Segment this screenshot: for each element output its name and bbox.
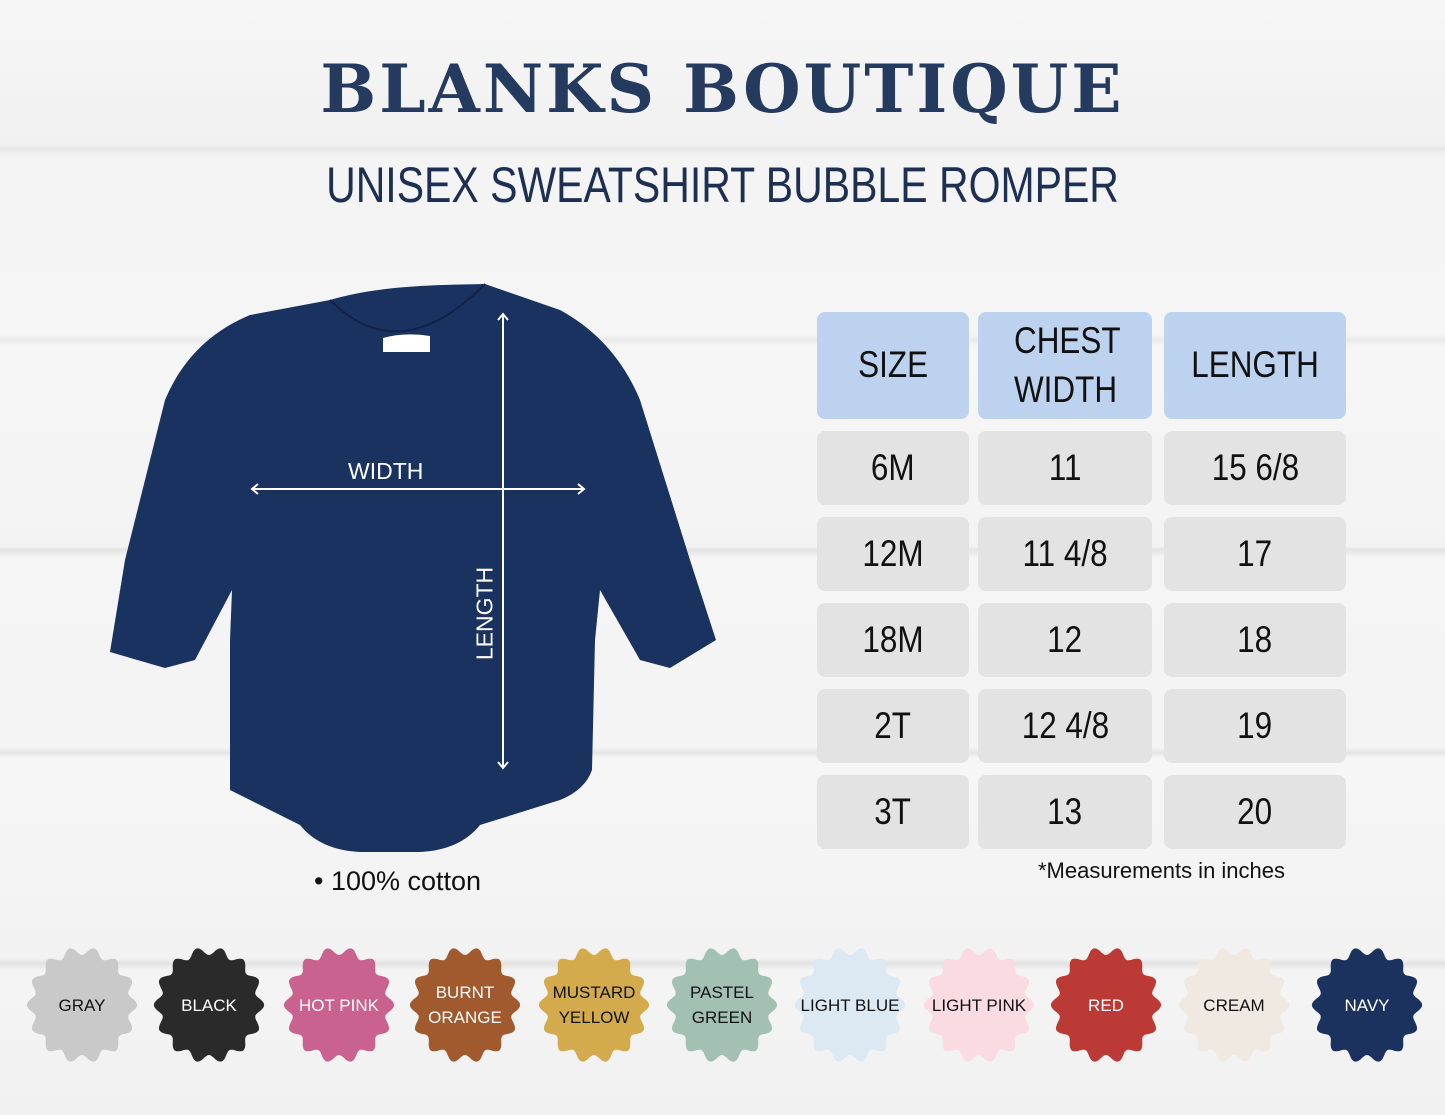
width-label: WIDTH <box>348 458 424 484</box>
color-swatch-label: BLACK <box>181 995 237 1015</box>
color-swatch-label: GRAY <box>58 995 106 1015</box>
cell-chest-width: 12 4/8 <box>978 689 1152 763</box>
cell-chest-width: 13 <box>978 775 1152 849</box>
cell-chest-width: 11 4/8 <box>978 517 1152 591</box>
color-swatch-light-blue: LIGHT BLUE <box>788 943 912 1067</box>
color-swatch-label: NAVY <box>1344 995 1390 1015</box>
header-length: LENGTH <box>1164 312 1346 419</box>
cell-chest-width: 11 <box>978 431 1152 505</box>
color-swatch-gray: GRAY <box>20 943 144 1067</box>
cell-size: 3T <box>817 775 969 849</box>
product-subtitle: UNISEX SWEATSHIRT BUBBLE ROMPER <box>326 157 1119 213</box>
color-swatch-label: RED <box>1088 995 1124 1015</box>
romper-illustration <box>110 283 716 852</box>
color-swatch-hot-pink: HOT PINK <box>277 943 401 1067</box>
length-label: LENGTH <box>471 566 498 661</box>
color-swatch-label: LIGHT PINK <box>931 995 1027 1015</box>
material-note: • 100% cotton <box>314 866 482 896</box>
cell-size: 12M <box>817 517 969 591</box>
header-size: SIZE <box>817 312 969 419</box>
cell-length: 15 6/8 <box>1164 431 1346 505</box>
color-swatch-red: RED <box>1044 943 1168 1067</box>
color-swatch-light-pink: LIGHT PINK <box>917 943 1041 1067</box>
color-swatch-navy: NAVY <box>1305 943 1429 1067</box>
color-swatch-label: CREAM <box>1203 995 1265 1015</box>
cell-size: 18M <box>817 603 969 677</box>
color-swatch-label: HOT PINK <box>299 995 379 1015</box>
color-swatch-cream: CREAM <box>1172 943 1296 1067</box>
romper-body <box>110 284 716 852</box>
measurement-note: *Measurements in inches <box>1038 858 1286 883</box>
color-swatch-label: LIGHT BLUE <box>800 995 900 1015</box>
color-swatch-pastel-green: PASTEL GREEN <box>660 943 784 1067</box>
color-swatch-label: BURNT ORANGE <box>428 983 502 1027</box>
cell-size: 2T <box>817 689 969 763</box>
color-swatch-label: MUSTARD YELLOW <box>552 983 636 1027</box>
cell-length: 17 <box>1164 517 1346 591</box>
color-swatch-black: BLACK <box>147 943 271 1067</box>
color-swatch-label: PASTEL GREEN <box>690 983 754 1027</box>
cell-chest-width: 12 <box>978 603 1152 677</box>
color-swatch-mustard-yellow: MUSTARD YELLOW <box>532 943 656 1067</box>
cell-length: 18 <box>1164 603 1346 677</box>
brand-title: BLANKS BOUTIQUE <box>320 50 1125 128</box>
cell-size: 6M <box>817 431 969 505</box>
cell-length: 20 <box>1164 775 1346 849</box>
cell-length: 19 <box>1164 689 1346 763</box>
color-swatch-burnt-orange: BURNT ORANGE <box>403 943 527 1067</box>
header-chest-width: CHEST WIDTH <box>978 312 1152 419</box>
